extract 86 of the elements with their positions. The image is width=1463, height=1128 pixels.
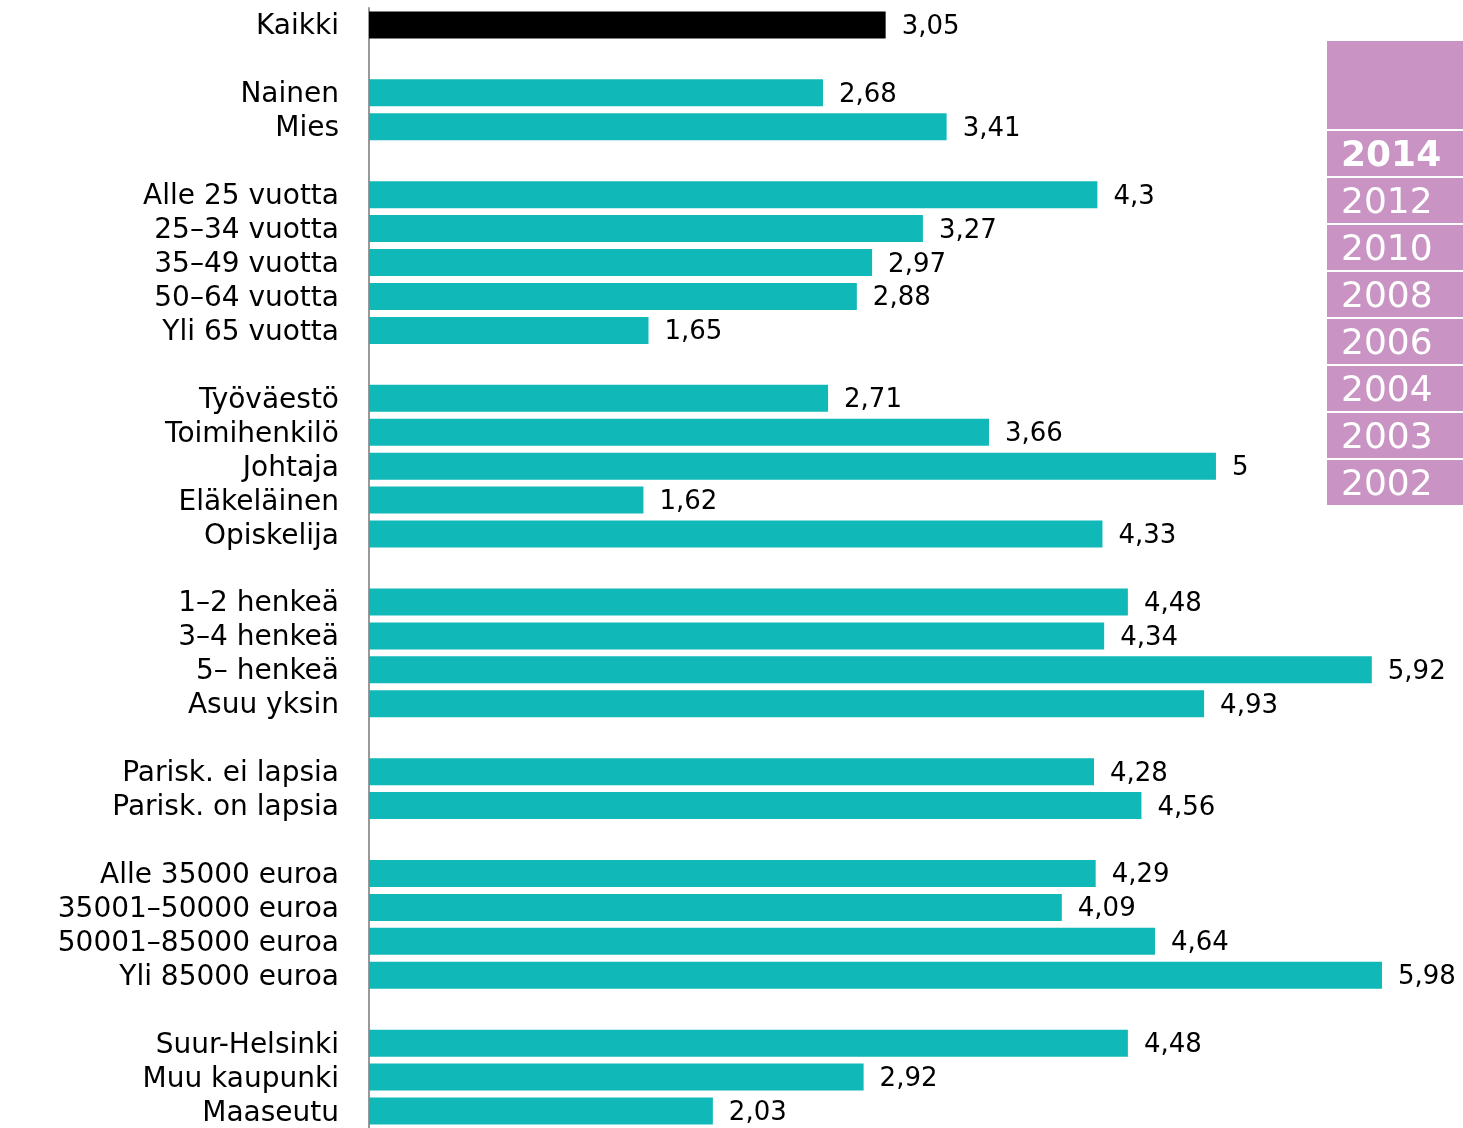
data-label: 4,29 — [1111, 858, 1170, 889]
data-label: 4,48 — [1143, 1028, 1202, 1059]
y-tick-label: Maaseutu — [202, 1094, 339, 1128]
data-label: 5,98 — [1397, 960, 1456, 991]
y-tick-label: Yli 85000 euroa — [118, 958, 339, 992]
bar — [369, 418, 989, 446]
bar — [369, 1097, 713, 1125]
data-label: 3,05 — [901, 9, 960, 40]
bar — [369, 893, 1062, 921]
y-tick-label: Suur-Helsinki — [155, 1026, 339, 1060]
annotation: 2006 — [1327, 319, 1463, 364]
bar — [369, 215, 923, 243]
bar — [369, 79, 823, 107]
bar — [369, 384, 829, 412]
bar — [369, 452, 1216, 480]
bar — [369, 690, 1205, 718]
annotation: 2004 — [1327, 366, 1463, 411]
data-label: 4,93 — [1220, 688, 1278, 719]
bar — [369, 961, 1382, 989]
y-tick-label: 35001–50000 euroa — [57, 890, 339, 924]
data-label: 4,33 — [1118, 519, 1177, 550]
y-tick-label: Asuu yksin — [187, 687, 339, 721]
y-tick-label: 5– henkeä — [195, 653, 339, 687]
data-label: 4,28 — [1110, 756, 1168, 787]
y-tick-label: 1–2 henkeä — [178, 585, 339, 619]
y-tick-label: Opiskelija — [203, 517, 339, 551]
y-tick-label: 3–4 henkeä — [178, 619, 339, 653]
data-label: 3,66 — [1004, 417, 1063, 448]
y-tick-label: Yli 65 vuotta — [161, 313, 339, 347]
data-label: 4,64 — [1170, 926, 1229, 957]
annotation: 2012 — [1327, 178, 1463, 223]
bar — [369, 1063, 864, 1091]
data-label: 2,97 — [888, 247, 946, 278]
annotation: 2014 — [1327, 131, 1463, 176]
bar — [369, 486, 644, 514]
bar — [369, 859, 1096, 887]
y-tick-label: Nainen — [240, 76, 339, 110]
y-tick-label: Työväestö — [197, 381, 339, 415]
annotation: 2010 — [1327, 225, 1463, 270]
data-label: 1,62 — [659, 485, 718, 516]
bar — [369, 1029, 1128, 1057]
y-tick-label: 50001–85000 euroa — [57, 924, 339, 958]
bar — [369, 249, 873, 277]
y-tick-label: Parisk. on lapsia — [112, 789, 339, 823]
data-label: 5,92 — [1387, 654, 1446, 685]
data-label: 1,65 — [664, 315, 723, 346]
data-label: 2,92 — [879, 1062, 938, 1093]
bar — [369, 282, 857, 310]
data-label: 4,48 — [1143, 586, 1202, 617]
y-tick-label: Toimihenkilö — [164, 415, 339, 449]
bar — [369, 927, 1155, 955]
data-label: 4,09 — [1077, 892, 1136, 923]
data-label: 4,56 — [1157, 790, 1216, 821]
y-tick-label: 35–49 vuotta — [154, 246, 339, 280]
y-tick-label: Mies — [275, 110, 339, 144]
annotation: 2002 — [1327, 460, 1463, 505]
data-label: 4,3 — [1113, 179, 1155, 210]
data-label: 2,68 — [838, 77, 897, 108]
y-tick-label: Eläkeläinen — [178, 483, 339, 517]
bar — [369, 758, 1094, 786]
y-tick-label: Kaikki — [255, 8, 339, 42]
annotation: 2008 — [1327, 272, 1463, 317]
bar — [369, 588, 1128, 616]
data-label: 5 — [1231, 451, 1249, 482]
y-tick-label: Alle 25 vuotta — [143, 178, 339, 212]
data-label: 3,27 — [938, 213, 997, 244]
bar — [369, 11, 886, 39]
data-label: 2,88 — [872, 281, 931, 312]
y-tick-label: 50–64 vuotta — [154, 279, 339, 313]
y-tick-label: Parisk. ei lapsia — [122, 755, 339, 789]
bar — [369, 656, 1372, 684]
y-tick-label: Muu kaupunki — [142, 1060, 339, 1094]
annotation: 2003 — [1327, 413, 1463, 458]
bar — [369, 181, 1098, 209]
y-tick-label: Johtaja — [240, 449, 339, 483]
bar — [369, 316, 649, 344]
bar — [369, 792, 1142, 820]
data-label: 3,41 — [962, 111, 1021, 142]
bar — [369, 520, 1103, 548]
data-label: 2,71 — [844, 383, 902, 414]
data-label: 4,34 — [1120, 620, 1179, 651]
y-tick-label: 25–34 vuotta — [154, 212, 339, 246]
data-label: 2,03 — [728, 1096, 787, 1127]
bar — [369, 113, 947, 141]
y-tick-label: Alle 35000 euroa — [100, 856, 339, 890]
bar — [369, 622, 1105, 650]
